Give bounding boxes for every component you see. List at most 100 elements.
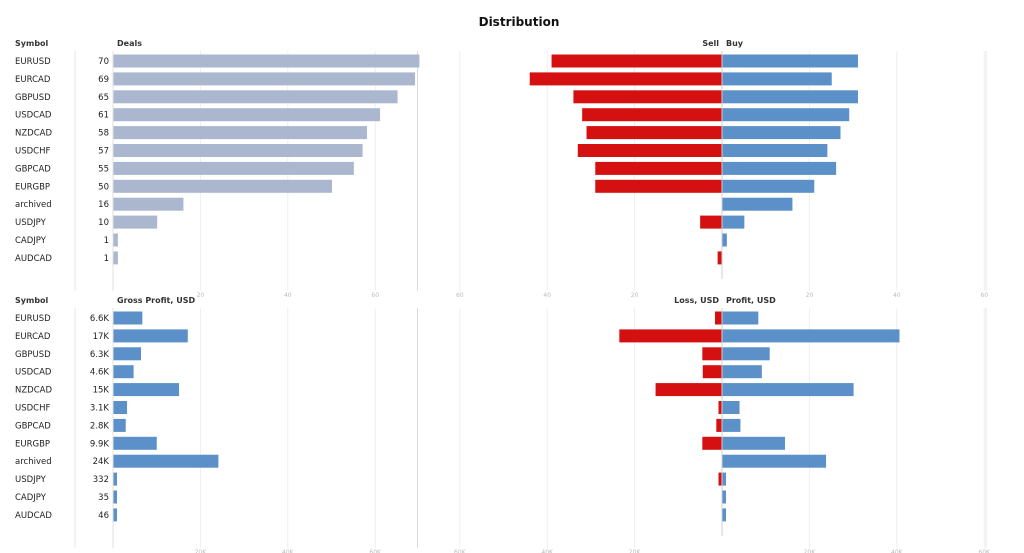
value-label: 58 [98, 129, 109, 139]
value-label: 69 [98, 75, 109, 85]
sell-buy-negative-bar [595, 179, 722, 193]
loss-profit-negative-bar [619, 329, 722, 343]
loss-profit-negative-bar [702, 436, 722, 450]
loss-profit-positive-bar [722, 383, 854, 397]
value-label: 3.1K [90, 404, 110, 414]
value-label: 57 [98, 147, 109, 157]
symbol-label: EURCAD [15, 75, 51, 85]
value-label: 50 [98, 182, 109, 192]
symbol-label: GBPUSD [15, 93, 51, 103]
gross-profit-bar [113, 454, 219, 468]
value-label: 61 [98, 111, 109, 121]
symbol-label: archived [15, 457, 52, 467]
loss-profit-tick-label: 40K [891, 549, 904, 553]
loss-profit-negative-bar [702, 347, 722, 361]
symbol-label: EURGBP [15, 439, 50, 449]
loss-header: Loss, USD [674, 296, 719, 305]
sell-buy-positive-bar [722, 126, 841, 140]
value-label: 24K [93, 457, 110, 467]
loss-profit-tick-label: 60K [978, 549, 991, 553]
gross-profit-bar [113, 329, 188, 343]
symbol-label: archived [15, 200, 52, 210]
value-label: 4.6K [90, 368, 110, 378]
sell-buy-negative-bar [700, 215, 722, 229]
symbol-label: EURUSD [15, 57, 51, 67]
deals-bar [113, 215, 158, 229]
gross-profit-bar [113, 347, 142, 361]
loss-profit-positive-bar [722, 365, 762, 379]
loss-profit-tick-label: 20K [629, 549, 642, 553]
value-label: 70 [98, 57, 109, 67]
loss-profit-positive-bar [722, 508, 726, 522]
deals-bar [113, 233, 118, 247]
value-label: 65 [98, 93, 109, 103]
sell-buy-negative-bar [586, 126, 722, 140]
value-label: 55 [98, 164, 109, 174]
sell-buy-tick-label: 20 [806, 292, 814, 299]
deals-header: Deals [117, 39, 142, 48]
loss-profit-positive-bar [722, 490, 726, 504]
symbol-label: GBPCAD [15, 421, 51, 431]
loss-profit-tick-label: 20K [804, 549, 817, 553]
deals-tick-label: 40 [284, 292, 292, 299]
gross-profit-bar [113, 365, 134, 379]
loss-profit-positive-bar [722, 329, 900, 343]
loss-profit-negative-bar [718, 472, 722, 486]
sell-buy-positive-bar [722, 179, 815, 193]
value-label: 15K [93, 386, 110, 396]
sell-buy-tick-label: 20 [631, 292, 639, 299]
symbol-label: AUDCAD [15, 511, 52, 521]
sell-buy-positive-bar [722, 197, 793, 211]
symbol-header-top: Symbol [15, 39, 49, 48]
gross-profit-bar [113, 418, 126, 432]
loss-profit-negative-bar [715, 311, 722, 325]
value-label: 17K [93, 332, 110, 342]
loss-profit-positive-bar [722, 347, 770, 361]
loss-profit-positive-bar [722, 436, 785, 450]
loss-profit-negative-bar [655, 383, 722, 397]
symbol-label: GBPCAD [15, 164, 51, 174]
sell-buy-positive-bar [722, 72, 832, 86]
symbol-label: CADJPY [15, 493, 47, 503]
symbol-label: EURUSD [15, 314, 51, 324]
loss-profit-negative-bar [702, 365, 722, 379]
sell-buy-negative-bar [595, 161, 722, 175]
gross-profit-bar [113, 383, 180, 397]
deals-bar [113, 179, 332, 193]
deals-bar [113, 251, 118, 265]
symbol-label: EURCAD [15, 332, 51, 342]
deals-tick-label: 60 [371, 292, 379, 299]
sell-buy-negative-bar [577, 144, 722, 157]
symbol-label: AUDCAD [15, 254, 52, 264]
symbol-header-bottom: Symbol [15, 296, 49, 305]
chart-title: Distribution [479, 15, 560, 29]
loss-profit-negative-bar [716, 418, 722, 432]
symbol-label: USDCAD [15, 368, 52, 378]
sell-buy-tick-label: 40 [543, 292, 551, 299]
value-label: 10 [98, 218, 109, 228]
loss-profit-tick-label: 40K [541, 549, 554, 553]
symbol-label: NZDCAD [15, 129, 52, 139]
deals-bar [113, 126, 367, 140]
chart-panels: 20 40 60 EURUSD 70 EURCAD 69 GBPUSD 65 USDCAD 61 NZ… [15, 51, 991, 553]
sell-buy-tick-label: 60 [456, 292, 464, 299]
gross-profit-tick-label: 60K [369, 549, 382, 553]
sell-buy-positive-bar [722, 161, 837, 175]
value-label: 332 [93, 475, 109, 485]
deals-bar [113, 161, 354, 175]
loss-profit-positive-bar [722, 472, 726, 486]
sell-buy-negative-bar [529, 72, 722, 86]
symbol-label: CADJPY [15, 236, 47, 246]
value-label: 2.8K [90, 421, 110, 431]
gross-profit-tick-label: 20K [195, 549, 208, 553]
loss-profit-positive-bar [722, 311, 759, 325]
symbol-label: USDCHF [15, 147, 50, 157]
sell-buy-negative-bar [573, 90, 722, 104]
symbol-label: GBPUSD [15, 350, 51, 360]
loss-profit-positive-bar [722, 454, 827, 468]
gross-profit-bar [113, 436, 157, 450]
symbol-label: USDCHF [15, 404, 50, 414]
sell-buy-tick-label: 60 [980, 292, 988, 299]
deals-bar [113, 54, 420, 68]
